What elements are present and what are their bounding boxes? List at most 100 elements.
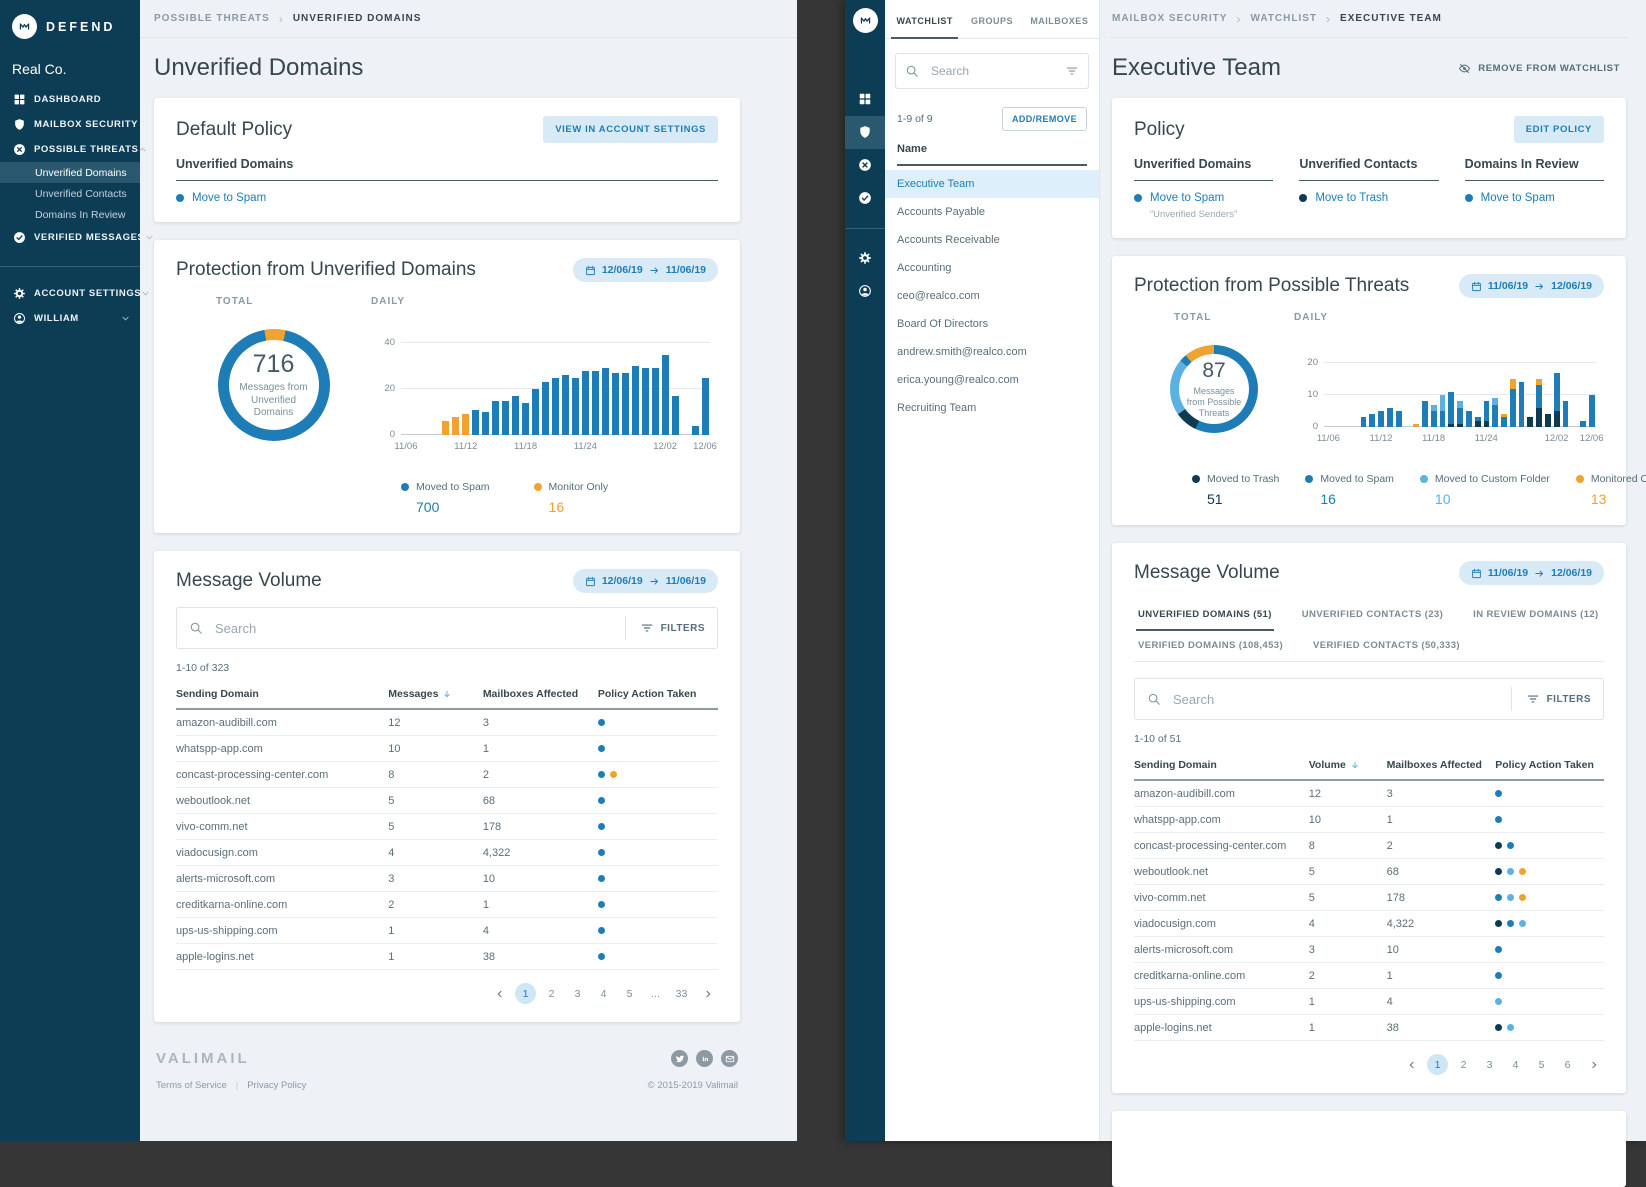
pagination-page-4[interactable]: 4	[593, 983, 614, 1004]
sidebar-item-dashboard[interactable]: DASHBOARD	[0, 87, 140, 112]
pagination-page-4[interactable]: 4	[1505, 1054, 1526, 1075]
column-header-sending-domain[interactable]: Sending Domain	[1134, 751, 1309, 780]
pagination-prev[interactable]	[1401, 1054, 1422, 1075]
pagination-page-3[interactable]: 3	[1479, 1054, 1500, 1075]
pagination-page-5[interactable]: 5	[1531, 1054, 1552, 1075]
pagination-next[interactable]	[697, 983, 718, 1004]
tab-watchlist[interactable]: WATCHLIST	[891, 0, 958, 38]
table-row[interactable]: weboutlook.net 5 68	[176, 788, 718, 814]
tab-mailboxes[interactable]: MAILBOXES	[1026, 0, 1093, 38]
valimail-logo-icon[interactable]	[853, 8, 878, 33]
table-row[interactable]: creditkarna-online.com 2 1	[1134, 963, 1604, 989]
table-row[interactable]: amazon-audibill.com 12 3	[176, 709, 718, 736]
filter-icon[interactable]	[1065, 62, 1079, 80]
table-row[interactable]: vivo-comm.net 5 178	[176, 814, 718, 840]
remove-from-watchlist-button[interactable]: REMOVE FROM WATCHLIST	[1452, 61, 1626, 76]
mini-nav-mailbox-security[interactable]	[845, 116, 885, 149]
sidebar-subitem-domains-in-review[interactable]: Domains In Review	[0, 204, 140, 225]
search-input[interactable]	[1171, 691, 1501, 708]
watchlist-item-ceo-realco-com[interactable]: ceo@realco.com	[885, 282, 1099, 310]
date-range-picker[interactable]: 12/06/19 11/06/19	[573, 569, 718, 593]
pagination-page-1[interactable]: 1	[515, 983, 536, 1004]
tab-groups[interactable]: GROUPS	[958, 0, 1025, 38]
breadcrumb-item[interactable]: POSSIBLE THREATS	[154, 13, 270, 24]
table-row[interactable]: whatspp-app.com 10 1	[176, 736, 718, 762]
table-row[interactable]: concast-processing-center.com 8 2	[1134, 833, 1604, 859]
table-row[interactable]: alerts-microsoft.com 3 10	[176, 866, 718, 892]
pagination-page-2[interactable]: 2	[1453, 1054, 1474, 1075]
pagination-page-2[interactable]: 2	[541, 983, 562, 1004]
mini-nav-account-settings[interactable]	[845, 242, 885, 275]
table-row[interactable]: weboutlook.net 5 68	[1134, 859, 1604, 885]
watchlist-item-executive-team[interactable]: Executive Team	[885, 170, 1099, 198]
filters-button[interactable]: FILTERS	[1511, 687, 1591, 711]
policy-action-link[interactable]: Move to Spam	[192, 192, 266, 204]
table-row[interactable]: vivo-comm.net 5 178	[1134, 885, 1604, 911]
sidebar-subitem-unverified-contacts[interactable]: Unverified Contacts	[0, 183, 140, 204]
linkedin-icon[interactable]	[696, 1050, 713, 1067]
sidebar-item-possible-threats[interactable]: POSSIBLE THREATS	[0, 137, 140, 162]
date-range-picker[interactable]: 11/06/19 12/06/19	[1459, 561, 1604, 585]
policy-action-link[interactable]: Move to Spam	[1481, 192, 1555, 204]
table-row[interactable]: viadocusign.com 4 4,322	[176, 840, 718, 866]
table-row[interactable]: concast-processing-center.com 8 2	[176, 762, 718, 788]
view-in-account-settings-button[interactable]: VIEW IN ACCOUNT SETTINGS	[543, 116, 718, 143]
breadcrumb-item[interactable]: MAILBOX SECURITY	[1112, 13, 1227, 24]
footer-link-privacy-policy[interactable]: Privacy Policy	[247, 1080, 306, 1091]
watchlist-item-andrew-smith-realco-com[interactable]: andrew.smith@realco.com	[885, 338, 1099, 366]
table-row[interactable]: whatspp-app.com 10 1	[1134, 807, 1604, 833]
tab-unverified-domains-51[interactable]: UNVERIFIED DOMAINS (51)	[1136, 599, 1274, 630]
date-range-picker[interactable]: 11/06/19 12/06/19	[1459, 274, 1604, 298]
column-header-mailboxes-affected[interactable]: Mailboxes Affected	[1387, 751, 1496, 780]
add-remove-button[interactable]: ADD/REMOVE	[1002, 107, 1087, 131]
pagination-page-ellipsis[interactable]: ...	[645, 983, 666, 1004]
column-header-policy-action-taken[interactable]: Policy Action Taken	[598, 680, 718, 709]
column-header-messages[interactable]: Messages	[388, 680, 483, 709]
mini-nav-possible-threats[interactable]	[845, 149, 885, 182]
sidebar-item-verified-messages[interactable]: VERIFIED MESSAGES	[0, 225, 140, 250]
edit-policy-button[interactable]: EDIT POLICY	[1514, 116, 1604, 143]
table-row[interactable]: ups-us-shipping.com 1 4	[176, 918, 718, 944]
watchlist-item-accounts-payable[interactable]: Accounts Payable	[885, 198, 1099, 226]
column-header-mailboxes-affected[interactable]: Mailboxes Affected	[483, 680, 598, 709]
policy-action-link[interactable]: Move to Spam	[1150, 192, 1224, 204]
column-header-sending-domain[interactable]: Sending Domain	[176, 680, 388, 709]
name-column-header[interactable]: Name	[897, 141, 1087, 166]
mini-nav-dashboard[interactable]	[845, 83, 885, 116]
pagination-page-33[interactable]: 33	[671, 983, 692, 1004]
mini-nav-verified-messages[interactable]	[845, 182, 885, 215]
date-range-picker[interactable]: 12/06/19 11/06/19	[573, 258, 718, 282]
watchlist-item-accounting[interactable]: Accounting	[885, 254, 1099, 282]
mail-icon[interactable]	[721, 1050, 738, 1067]
breadcrumb-item[interactable]: WATCHLIST	[1250, 13, 1317, 24]
tab-unverified-contacts-23[interactable]: UNVERIFIED CONTACTS (23)	[1300, 599, 1445, 630]
mini-nav-profile[interactable]	[845, 275, 885, 308]
pagination-page-6[interactable]: 6	[1557, 1054, 1578, 1075]
sidebar-item-account-settings[interactable]: ACCOUNT SETTINGS	[0, 281, 140, 306]
pagination-next[interactable]	[1583, 1054, 1604, 1075]
table-row[interactable]: creditkarna-online.com 2 1	[176, 892, 718, 918]
filters-button[interactable]: FILTERS	[625, 616, 705, 640]
twitter-icon[interactable]	[671, 1050, 688, 1067]
watchlist-item-recruiting-team[interactable]: Recruiting Team	[885, 394, 1099, 422]
sidebar-item-william[interactable]: WILLIAM	[0, 306, 140, 331]
pagination-prev[interactable]	[489, 983, 510, 1004]
table-row[interactable]: viadocusign.com 4 4,322	[1134, 911, 1604, 937]
watchlist-item-board-of-directors[interactable]: Board Of Directors	[885, 310, 1099, 338]
watchlist-item-accounts-receivable[interactable]: Accounts Receivable	[885, 226, 1099, 254]
tab-in-review-domains-12[interactable]: IN REVIEW DOMAINS (12)	[1471, 599, 1600, 630]
pagination-page-5[interactable]: 5	[619, 983, 640, 1004]
watchlist-item-erica-young-realco-com[interactable]: erica.young@realco.com	[885, 366, 1099, 394]
table-row[interactable]: amazon-audibill.com 12 3	[1134, 780, 1604, 807]
table-row[interactable]: ups-us-shipping.com 1 4	[1134, 989, 1604, 1015]
footer-link-terms-of-service[interactable]: Terms of Service	[156, 1080, 227, 1091]
column-header-volume[interactable]: Volume	[1309, 751, 1387, 780]
watchlist-search-input[interactable]	[929, 63, 1065, 79]
tab-verified-contacts-50-333[interactable]: VERIFIED CONTACTS (50,333)	[1311, 630, 1462, 661]
sidebar-item-mailbox-security[interactable]: MAILBOX SECURITY	[0, 112, 140, 137]
policy-action-link[interactable]: Move to Trash	[1315, 192, 1388, 204]
table-row[interactable]: apple-logins.net 1 38	[176, 944, 718, 970]
tab-verified-domains-108-453[interactable]: VERIFIED DOMAINS (108,453)	[1136, 630, 1285, 661]
pagination-page-3[interactable]: 3	[567, 983, 588, 1004]
sidebar-subitem-unverified-domains[interactable]: Unverified Domains	[0, 162, 140, 183]
